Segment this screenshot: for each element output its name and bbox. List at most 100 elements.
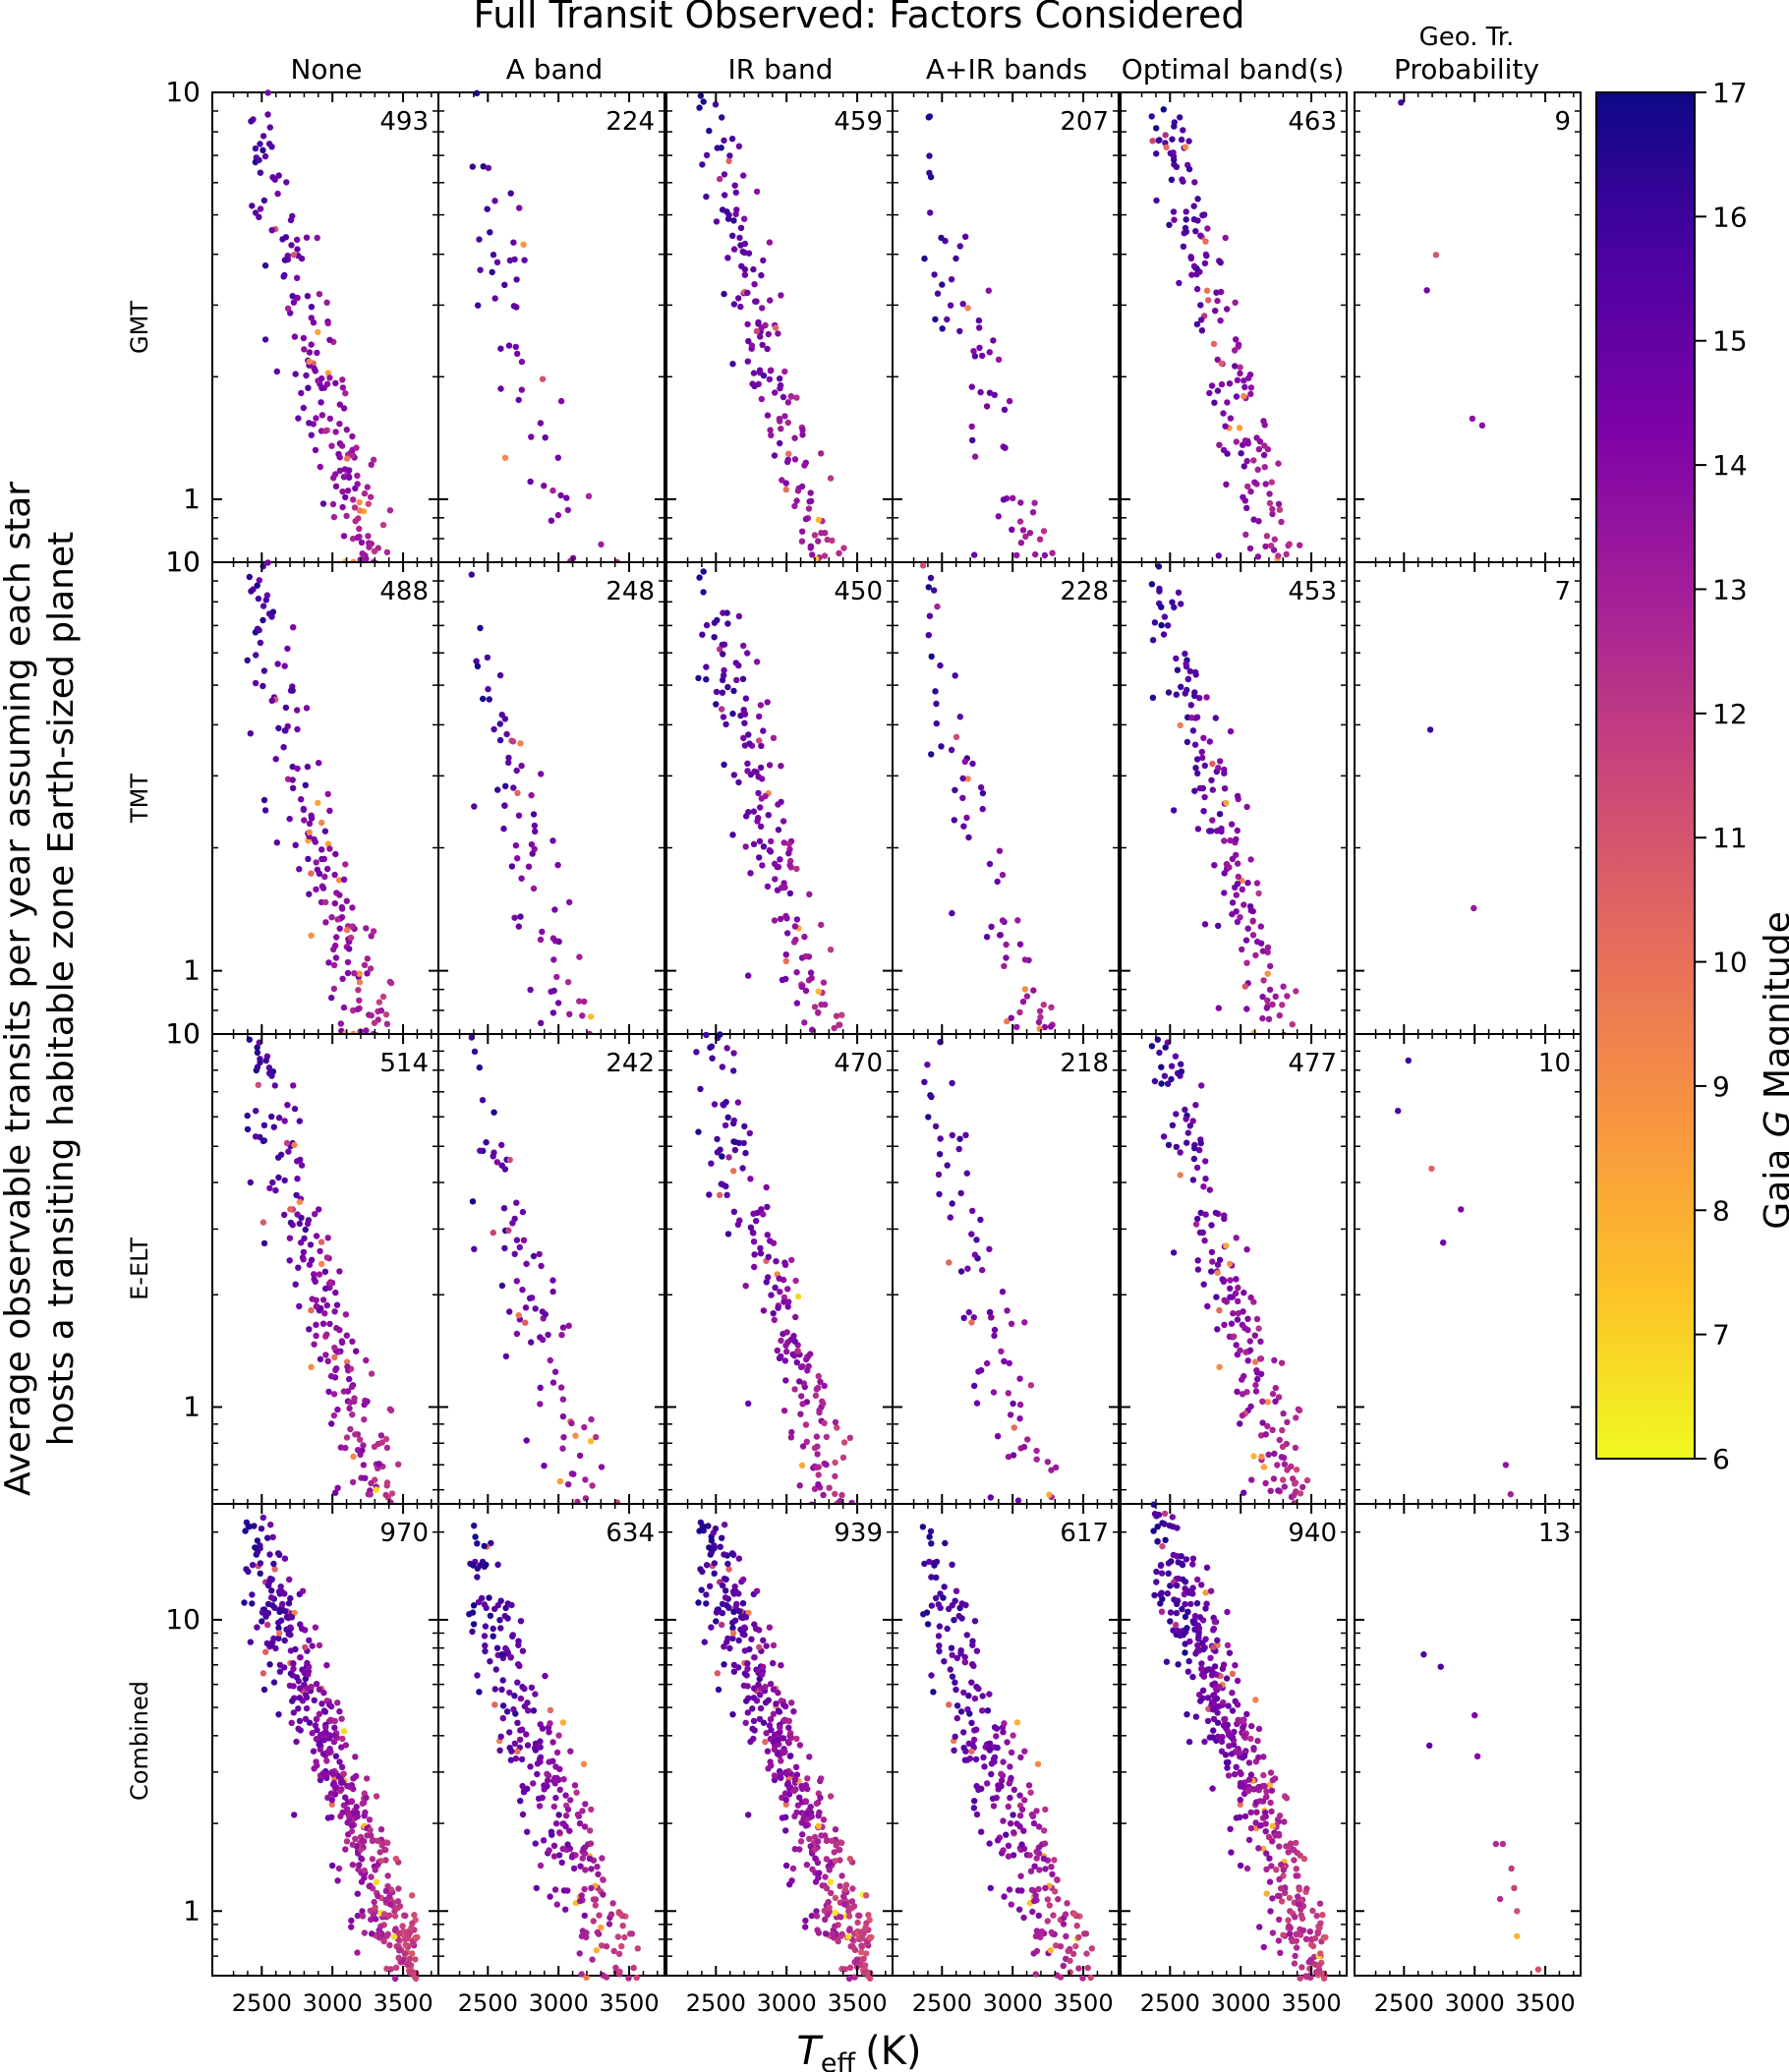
star-point (343, 1358, 351, 1365)
star-point (831, 1024, 837, 1032)
star-point (741, 249, 748, 257)
star-point (471, 803, 478, 810)
star-point (925, 114, 932, 121)
star-point (853, 1956, 860, 1964)
star-point (1178, 1068, 1185, 1075)
star-point (1260, 1464, 1268, 1470)
star-point (633, 1974, 640, 1982)
star-point (509, 1632, 516, 1639)
star-point (1026, 530, 1034, 537)
star-point (295, 415, 302, 422)
panel-r2-c4: 477 (1120, 1033, 1348, 1510)
star-point (1010, 1852, 1017, 1859)
star-point (500, 1205, 508, 1212)
star-point (845, 1913, 853, 1920)
star-point (1278, 1454, 1286, 1461)
star-point (796, 1378, 803, 1385)
star-point (330, 513, 338, 521)
star-point (382, 1887, 389, 1895)
star-count-label: 228 (1060, 577, 1109, 606)
star-point (513, 1278, 520, 1285)
star-point (744, 320, 751, 328)
star-point (1041, 1840, 1049, 1847)
star-point (375, 1930, 382, 1937)
star-point (969, 436, 976, 444)
star-point (791, 456, 799, 463)
star-point (560, 1434, 567, 1441)
star-point (841, 1886, 849, 1893)
star-point (1067, 1969, 1073, 1976)
y-tick-label: 1 (183, 483, 201, 515)
star-point (925, 1114, 932, 1121)
star-point (713, 701, 720, 708)
star-point (1183, 1139, 1190, 1146)
star-point (349, 1478, 357, 1486)
star-point (312, 1624, 319, 1631)
star-point (491, 725, 497, 733)
star-point (1189, 1177, 1197, 1183)
star-point (365, 500, 372, 507)
star-point (507, 190, 514, 197)
star-point (785, 840, 792, 847)
star-point (926, 1533, 933, 1540)
star-point (343, 1332, 350, 1339)
star-point (373, 1793, 380, 1800)
star-point (721, 641, 728, 648)
star-point (375, 1892, 381, 1900)
star-point (348, 1917, 355, 1925)
star-point (782, 951, 789, 958)
star-point (541, 1782, 548, 1789)
star-point (994, 1433, 1002, 1440)
star-point (534, 1770, 541, 1778)
star-point (247, 1639, 254, 1645)
star-point (837, 1846, 843, 1854)
star-point (383, 548, 391, 556)
star-point (696, 104, 703, 111)
star-point (1187, 254, 1194, 260)
star-point (505, 1227, 512, 1235)
star-point (408, 1925, 415, 1931)
star-point (1071, 1911, 1078, 1918)
star-point (1256, 1355, 1264, 1362)
star-point (550, 1853, 558, 1860)
star-point (845, 1975, 853, 1983)
star-point (1255, 890, 1262, 897)
star-point (318, 1260, 325, 1268)
star-point (470, 1602, 478, 1609)
star-point (777, 439, 783, 447)
star-point (317, 1746, 323, 1754)
star-point (600, 1876, 606, 1883)
star-point (1192, 1221, 1200, 1228)
star-point (1189, 727, 1197, 734)
star-point (1073, 1923, 1080, 1929)
star-point (260, 616, 266, 624)
star-point (936, 1647, 943, 1655)
star-point (1001, 962, 1008, 970)
star-point (730, 1208, 738, 1216)
star-point (255, 1081, 261, 1089)
star-point (817, 1378, 824, 1386)
star-point (1204, 1302, 1211, 1310)
star-point (837, 1857, 843, 1864)
star-point (794, 488, 802, 494)
star-point (281, 727, 289, 734)
star-point (275, 1711, 282, 1718)
star-point (948, 746, 955, 754)
star-point (802, 1798, 809, 1805)
star-point (1031, 1863, 1038, 1870)
star-point (1158, 1608, 1166, 1615)
star-point (323, 299, 330, 306)
star-point (815, 538, 822, 545)
star-point (1262, 481, 1269, 488)
star-point (308, 315, 315, 321)
star-point (770, 1710, 778, 1718)
star-point (292, 841, 299, 848)
star-point (1237, 914, 1243, 921)
star-point (927, 209, 934, 216)
star-point (559, 1445, 566, 1452)
star-point (386, 1901, 394, 1908)
star-point (1185, 138, 1192, 144)
star-point (857, 1934, 865, 1942)
star-point (1175, 589, 1183, 596)
star-point (318, 412, 326, 419)
